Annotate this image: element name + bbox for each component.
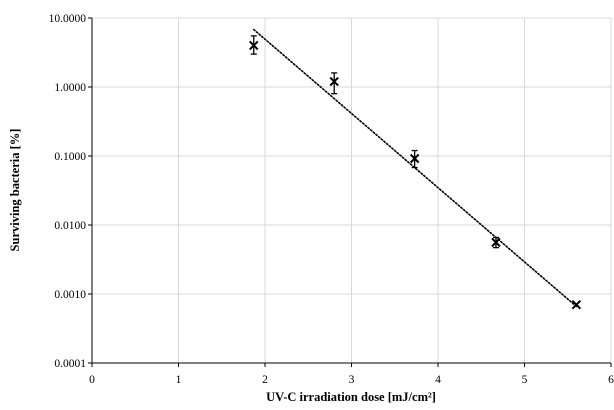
data-point-stroke	[571, 299, 582, 310]
x-tick-label: 0	[89, 374, 95, 386]
y-tick-label: 0.0100	[54, 220, 86, 232]
x-tick-label: 5	[522, 374, 528, 386]
data-point	[329, 76, 339, 87]
x-axis-title: UV-C irradiation dose [mJ/cm²]	[266, 390, 436, 404]
x-tick-label: 3	[349, 374, 355, 386]
trend-layer	[252, 28, 578, 308]
y-tick-label: 0.0001	[54, 358, 86, 370]
data-point-stroke	[491, 237, 501, 248]
trendline	[252, 28, 578, 308]
data-point	[409, 153, 420, 164]
label-layer: 0.0001 0.0010 0.0100 0.1000 1.0000 10.0000 0 1 2…	[49, 13, 614, 386]
x-tick-label: 1	[176, 374, 182, 386]
y-tick-label: 0.1000	[54, 151, 86, 163]
data-point	[491, 237, 501, 248]
x-tick-label: 6	[608, 374, 614, 386]
axis-layer	[88, 17, 612, 367]
y-axis-title: Surviving bacteria [%]	[8, 129, 22, 252]
grid-layer	[92, 17, 612, 363]
y-tick-label: 1.0000	[54, 82, 86, 94]
x-tick-label: 2	[262, 374, 268, 386]
data-point	[571, 299, 582, 310]
x-tick-label: 4	[435, 374, 441, 386]
data-point-stroke	[409, 153, 420, 164]
y-tick-label: 0.0010	[54, 289, 86, 301]
data-point-stroke	[249, 40, 259, 51]
data-point-stroke	[329, 76, 339, 87]
data-point	[249, 40, 259, 51]
y-tick-label: 10.0000	[49, 13, 87, 25]
point-layer	[249, 35, 582, 310]
